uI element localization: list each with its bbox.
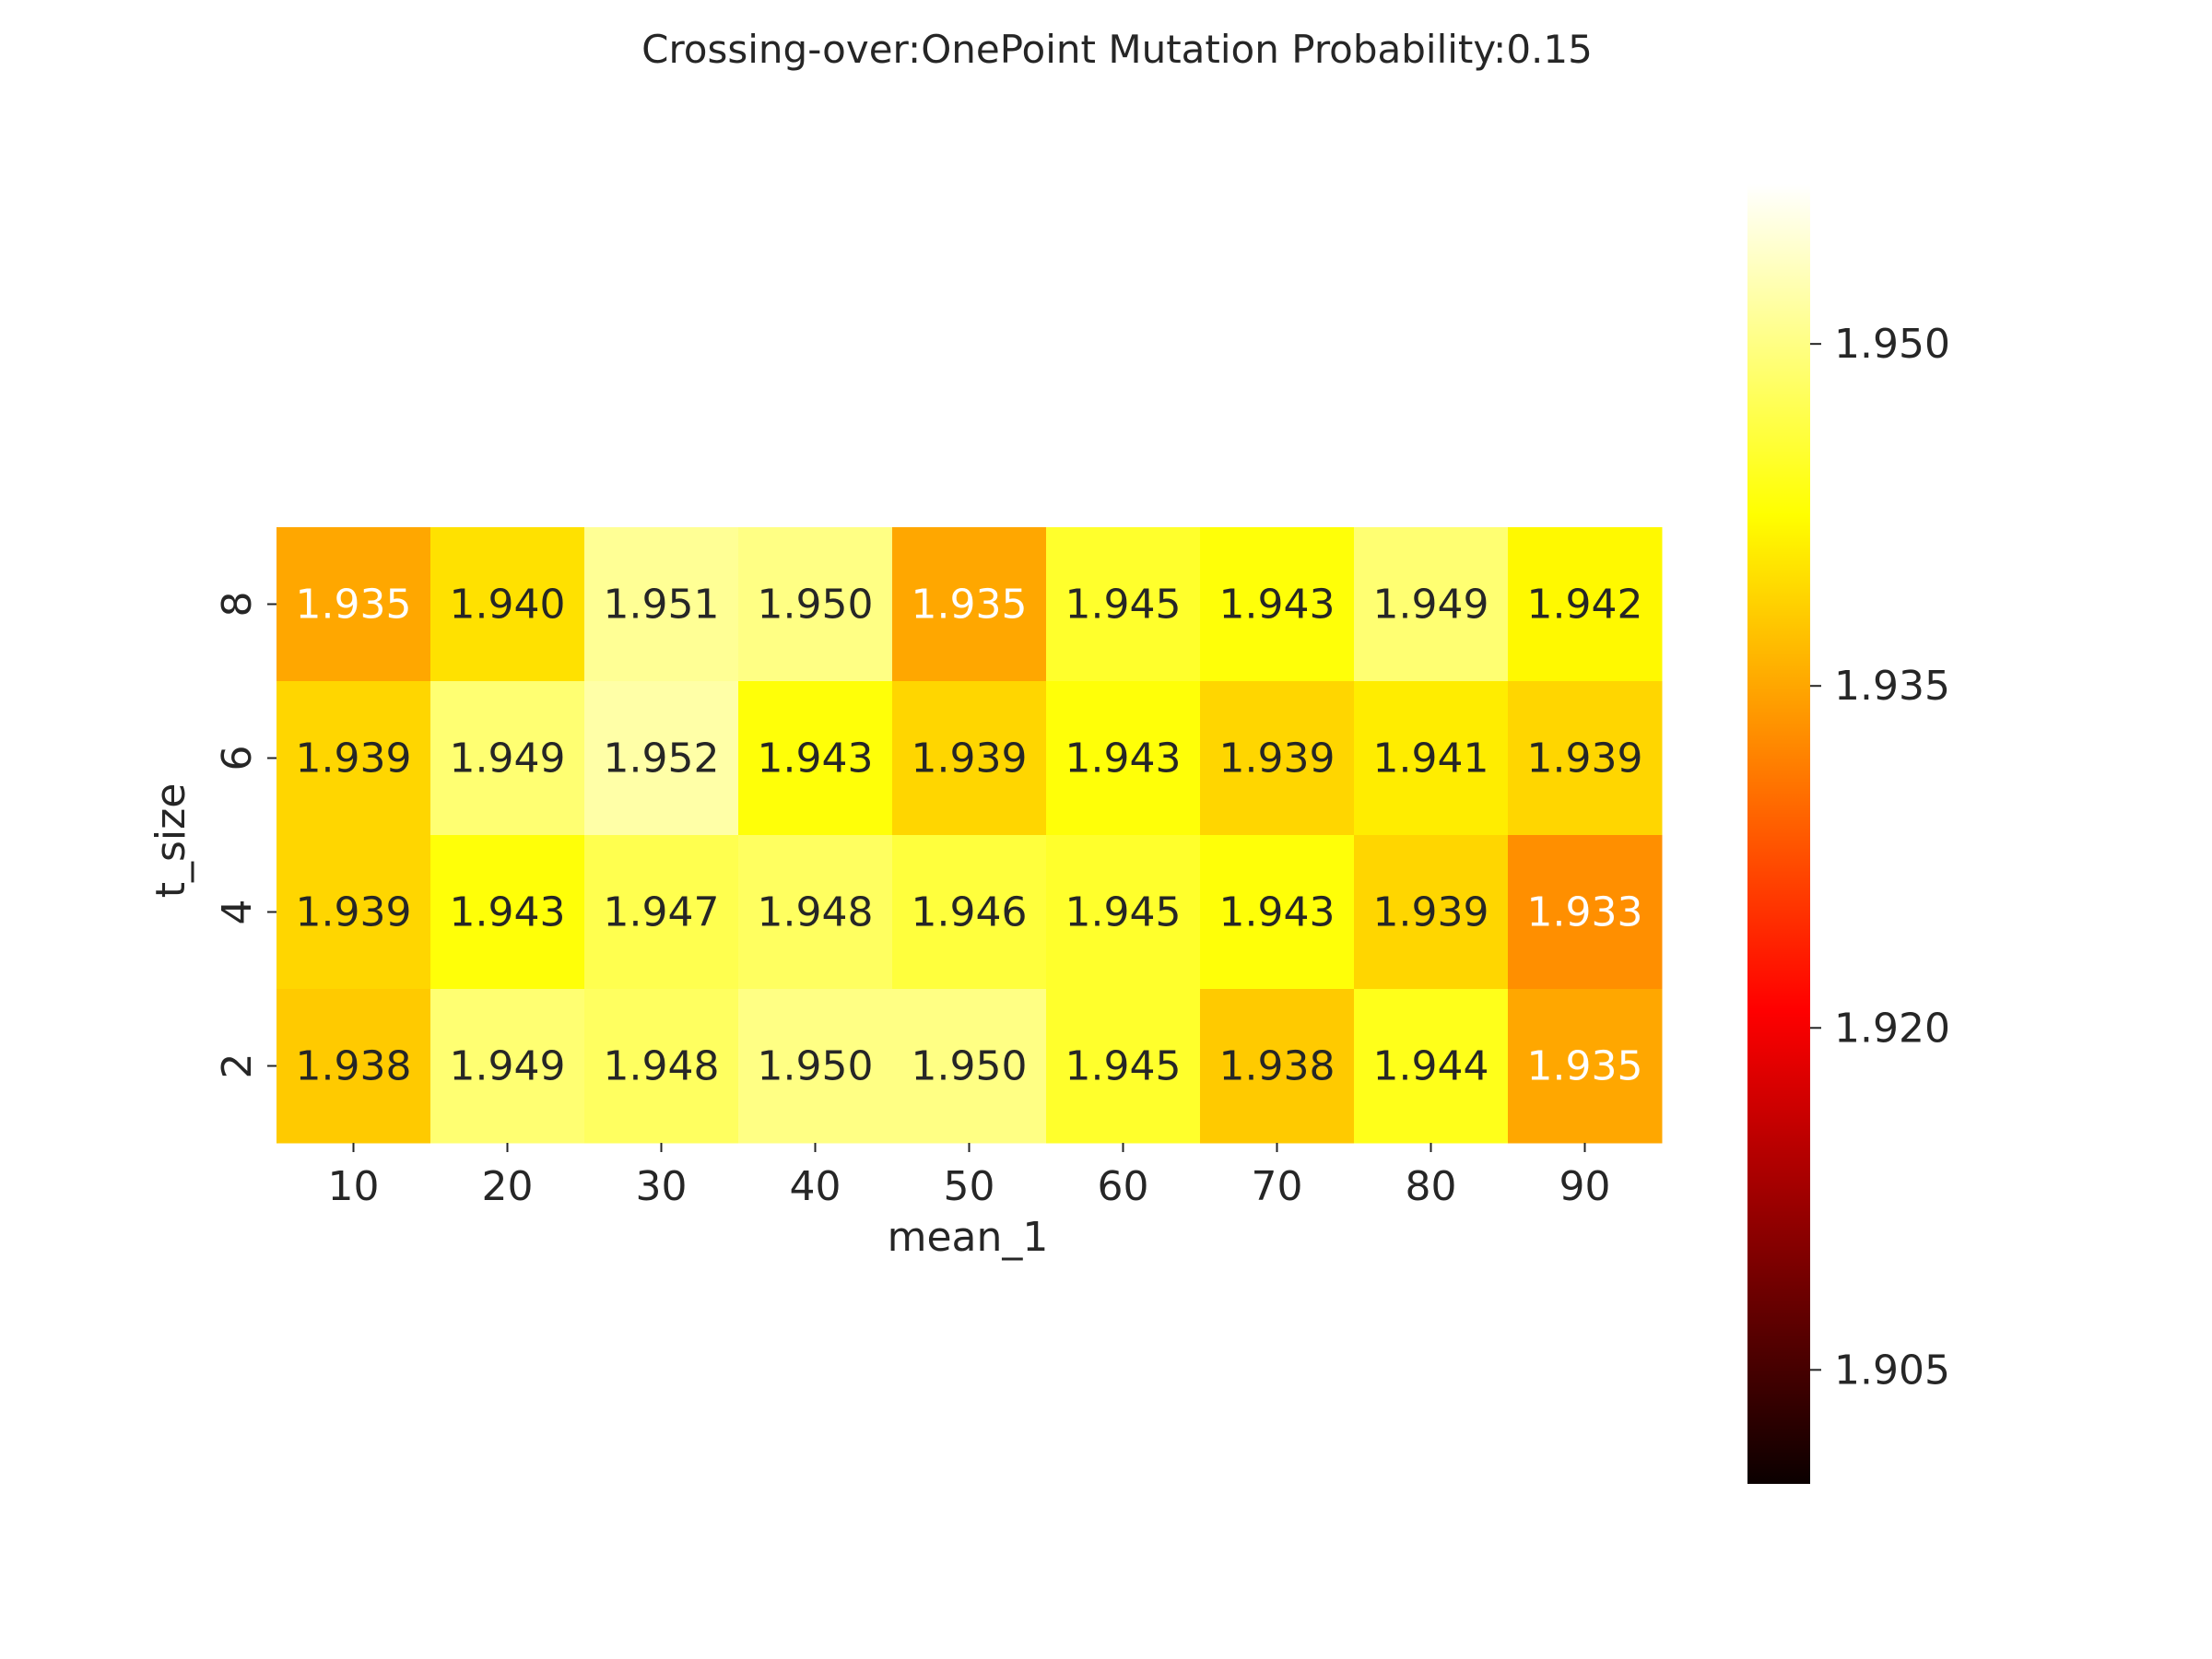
heatmap-cell bbox=[1354, 989, 1509, 1144]
chart-title: Crossing-over:OnePoint Mutation Probabil… bbox=[641, 27, 1593, 72]
colorbar-tick-label: 1.920 bbox=[1834, 1005, 1950, 1052]
heatmap-cell bbox=[1508, 989, 1663, 1144]
heatmap-cell bbox=[892, 527, 1047, 682]
y-tick-label: 8 bbox=[214, 592, 261, 618]
heatmap-cell bbox=[892, 681, 1047, 836]
heatmap-cell bbox=[276, 681, 431, 836]
heatmap-cell bbox=[430, 681, 585, 836]
heatmap-cell bbox=[1354, 681, 1509, 836]
heatmap-cell-label: 1.940 bbox=[450, 582, 566, 629]
heatmap-cell bbox=[1508, 681, 1663, 836]
heatmap-cell bbox=[1354, 527, 1509, 682]
heatmap-cell-label: 1.949 bbox=[450, 1043, 566, 1090]
heatmap-cell-label: 1.943 bbox=[758, 735, 874, 782]
colorbar-ticks: 1.905 1.920 1.935 1.950 bbox=[1810, 321, 1950, 1394]
heatmap-cell-labels: 1.935 1.940 1.951 1.950 1.935 1.945 1.943 1.949… bbox=[296, 582, 1643, 1090]
heatmap-cell-label: 1.951 bbox=[604, 582, 720, 629]
x-tick-label: 80 bbox=[1406, 1163, 1457, 1210]
heatmap-cell-label: 1.939 bbox=[1219, 735, 1335, 782]
heatmap-cell bbox=[738, 527, 893, 682]
x-tick-label: 10 bbox=[328, 1163, 380, 1210]
heatmap-cell bbox=[430, 989, 585, 1144]
heatmap-cell-label: 1.939 bbox=[296, 889, 412, 936]
y-axis-ticks: 8 6 4 2 bbox=[214, 592, 276, 1079]
x-tick-label: 30 bbox=[636, 1163, 688, 1210]
heatmap-cell bbox=[738, 989, 893, 1144]
heatmap-cell-label: 1.939 bbox=[1527, 735, 1643, 782]
colorbar bbox=[1747, 184, 1810, 1484]
colorbar-tick-label: 1.950 bbox=[1834, 321, 1950, 368]
y-tick-label: 4 bbox=[214, 900, 261, 925]
heatmap-cells bbox=[276, 527, 1663, 1144]
heatmap-cell-label: 1.945 bbox=[1065, 582, 1182, 629]
colorbar-tick-label: 1.905 bbox=[1834, 1347, 1950, 1394]
heatmap-cell bbox=[584, 989, 739, 1144]
x-tick-label: 50 bbox=[944, 1163, 995, 1210]
heatmap-cell-label: 1.935 bbox=[1527, 1043, 1643, 1090]
y-tick-label: 6 bbox=[214, 746, 261, 771]
heatmap-cell-label: 1.943 bbox=[450, 889, 566, 936]
x-tick-label: 70 bbox=[1252, 1163, 1303, 1210]
heatmap-cell-label: 1.943 bbox=[1065, 735, 1182, 782]
heatmap-cell-label: 1.943 bbox=[1219, 582, 1335, 629]
heatmap-cell bbox=[584, 527, 739, 682]
heatmap-cell bbox=[1508, 527, 1663, 682]
x-tick-label: 90 bbox=[1559, 1163, 1611, 1210]
heatmap-cell bbox=[1046, 989, 1201, 1144]
heatmap-cell bbox=[1200, 989, 1355, 1144]
heatmap-cell bbox=[584, 681, 739, 836]
x-tick-label: 40 bbox=[790, 1163, 841, 1210]
heatmap-cell-label: 1.939 bbox=[912, 735, 1028, 782]
x-axis-ticks: 10 20 30 40 50 60 70 80 90 bbox=[328, 1143, 1611, 1210]
y-axis-label: t_size bbox=[147, 783, 194, 899]
heatmap-cell-label: 1.949 bbox=[450, 735, 566, 782]
heatmap-cell-label: 1.947 bbox=[604, 889, 720, 936]
heatmap-cell bbox=[738, 835, 893, 990]
heatmap-cell-label: 1.935 bbox=[912, 582, 1028, 629]
heatmap-cell-label: 1.948 bbox=[758, 889, 874, 936]
heatmap-cell bbox=[1354, 835, 1509, 990]
heatmap-cell-label: 1.943 bbox=[1219, 889, 1335, 936]
heatmap-cell-label: 1.939 bbox=[296, 735, 412, 782]
heatmap-cell-label: 1.945 bbox=[1065, 889, 1182, 936]
heatmap-cell bbox=[1508, 835, 1663, 990]
heatmap-cell bbox=[892, 835, 1047, 990]
heatmap-cell bbox=[276, 989, 431, 1144]
x-tick-label: 20 bbox=[482, 1163, 534, 1210]
y-tick-label: 2 bbox=[214, 1053, 261, 1079]
heatmap-cell-label: 1.950 bbox=[758, 582, 874, 629]
heatmap-cell-label: 1.938 bbox=[1219, 1043, 1335, 1090]
heatmap-cell-label: 1.946 bbox=[912, 889, 1028, 936]
heatmap-cell bbox=[276, 527, 431, 682]
heatmap-cell bbox=[1200, 835, 1355, 990]
heatmap-cell bbox=[738, 681, 893, 836]
heatmap-cell bbox=[1046, 835, 1201, 990]
heatmap-cell-label: 1.939 bbox=[1373, 889, 1489, 936]
colorbar-tick-label: 1.935 bbox=[1834, 663, 1950, 710]
heatmap-cell-label: 1.950 bbox=[758, 1043, 874, 1090]
heatmap-cell bbox=[276, 835, 431, 990]
heatmap-cell bbox=[584, 835, 739, 990]
heatmap-cell-label: 1.942 bbox=[1527, 582, 1643, 629]
heatmap-cell-label: 1.944 bbox=[1373, 1043, 1489, 1090]
heatmap-cell bbox=[1046, 681, 1201, 836]
heatmap-cell bbox=[1046, 527, 1201, 682]
heatmap-cell bbox=[1200, 681, 1355, 836]
heatmap-cell-label: 1.950 bbox=[912, 1043, 1028, 1090]
heatmap-cell-label: 1.933 bbox=[1527, 889, 1643, 936]
heatmap-cell-label: 1.949 bbox=[1373, 582, 1489, 629]
heatmap-cell-label: 1.948 bbox=[604, 1043, 720, 1090]
heatmap-cell-label: 1.935 bbox=[296, 582, 412, 629]
heatmap-cell bbox=[430, 835, 585, 990]
heatmap-cell-label: 1.938 bbox=[296, 1043, 412, 1090]
heatmap-cell bbox=[892, 989, 1047, 1144]
x-tick-label: 60 bbox=[1098, 1163, 1149, 1210]
heatmap-cell bbox=[430, 527, 585, 682]
x-axis-label: mean_1 bbox=[888, 1214, 1049, 1261]
heatmap-cell-label: 1.952 bbox=[604, 735, 720, 782]
heatmap-cell-label: 1.941 bbox=[1373, 735, 1489, 782]
heatmap-cell bbox=[1200, 527, 1355, 682]
heatmap-cell-label: 1.945 bbox=[1065, 1043, 1182, 1090]
